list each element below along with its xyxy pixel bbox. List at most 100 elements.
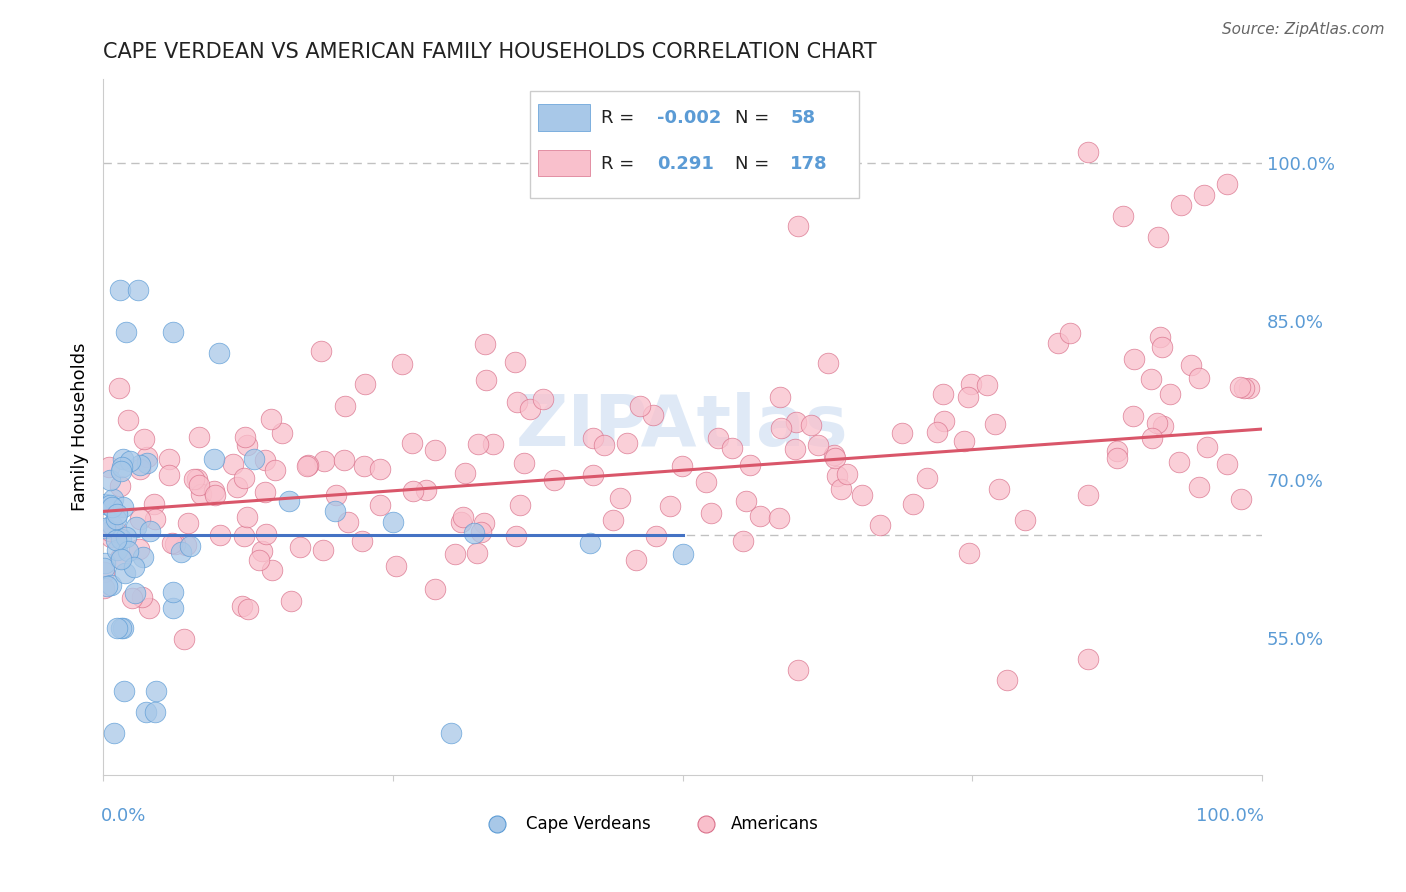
Point [188, 430, 211, 444]
Point [787, 663, 810, 677]
Point [233, 529, 256, 543]
Point [769, 390, 792, 404]
Point [474, 516, 496, 531]
Point [987, 482, 1010, 496]
Point [470, 524, 492, 539]
Point [735, 494, 758, 508]
Point [143, 705, 166, 719]
Point [235, 438, 257, 452]
Point [169, 545, 191, 559]
Point [94, 521, 117, 535]
Point [381, 515, 404, 529]
Point [785, 442, 807, 457]
Point [1233, 381, 1256, 395]
Point [179, 539, 201, 553]
Point [602, 513, 624, 527]
Point [1112, 209, 1135, 223]
Text: 58: 58 [790, 110, 815, 128]
Point [671, 459, 693, 474]
Point [111, 500, 134, 514]
Point [807, 438, 830, 452]
Point [105, 508, 128, 522]
Point [643, 408, 665, 422]
Point [830, 483, 852, 497]
Point [101, 491, 124, 506]
Point [402, 483, 425, 498]
Text: N =: N = [735, 154, 775, 172]
Point [353, 459, 375, 474]
Point [98, 473, 121, 487]
Point [162, 585, 184, 599]
Point [157, 467, 180, 482]
Point [232, 470, 254, 484]
Point [160, 535, 183, 549]
Point [960, 377, 983, 392]
Point [270, 426, 292, 441]
Y-axis label: Family Households: Family Households [72, 343, 89, 511]
Point [231, 599, 253, 613]
Point [465, 546, 488, 560]
Point [204, 488, 226, 502]
Text: Cape Verdeans: Cape Verdeans [526, 815, 651, 833]
Point [505, 395, 527, 409]
Point [311, 343, 333, 358]
Text: N =: N = [735, 110, 775, 128]
Point [1152, 341, 1174, 355]
Point [505, 529, 527, 543]
Point [333, 453, 356, 467]
Point [1180, 358, 1202, 372]
Point [706, 430, 728, 444]
Point [112, 684, 135, 698]
Point [129, 511, 152, 525]
Point [474, 336, 496, 351]
Point [312, 543, 335, 558]
Point [202, 451, 225, 466]
Text: Source: ZipAtlas.com: Source: ZipAtlas.com [1222, 22, 1385, 37]
Point [226, 480, 249, 494]
Point [188, 478, 211, 492]
FancyBboxPatch shape [530, 91, 859, 198]
Point [115, 530, 138, 544]
Point [162, 601, 184, 615]
Point [354, 376, 377, 391]
Point [190, 487, 212, 501]
Point [100, 524, 122, 538]
Point [186, 472, 208, 486]
Point [957, 546, 980, 560]
Point [1077, 652, 1099, 666]
Point [297, 458, 319, 472]
Point [474, 373, 496, 387]
Point [1188, 371, 1211, 385]
Point [578, 536, 600, 550]
Point [817, 356, 839, 370]
Point [425, 582, 447, 596]
Point [1047, 335, 1070, 350]
Point [768, 511, 790, 525]
Point [1152, 419, 1174, 434]
Point [202, 484, 225, 499]
Point [117, 413, 139, 427]
Point [467, 436, 489, 450]
Point [136, 456, 159, 470]
Point [451, 510, 474, 524]
Point [519, 402, 541, 417]
Point [700, 507, 723, 521]
Point [1146, 230, 1168, 244]
Point [825, 469, 848, 483]
Point [110, 532, 132, 546]
Point [177, 516, 200, 531]
Point [785, 415, 807, 429]
Point [1192, 187, 1215, 202]
Point [720, 441, 742, 455]
Point [112, 621, 135, 635]
Point [891, 426, 914, 441]
Point [173, 632, 195, 646]
Point [423, 442, 446, 457]
Point [695, 475, 717, 489]
Point [260, 412, 283, 426]
Point [124, 586, 146, 600]
Point [787, 219, 810, 234]
Point [108, 381, 131, 395]
Point [97, 460, 120, 475]
Point [543, 473, 565, 487]
